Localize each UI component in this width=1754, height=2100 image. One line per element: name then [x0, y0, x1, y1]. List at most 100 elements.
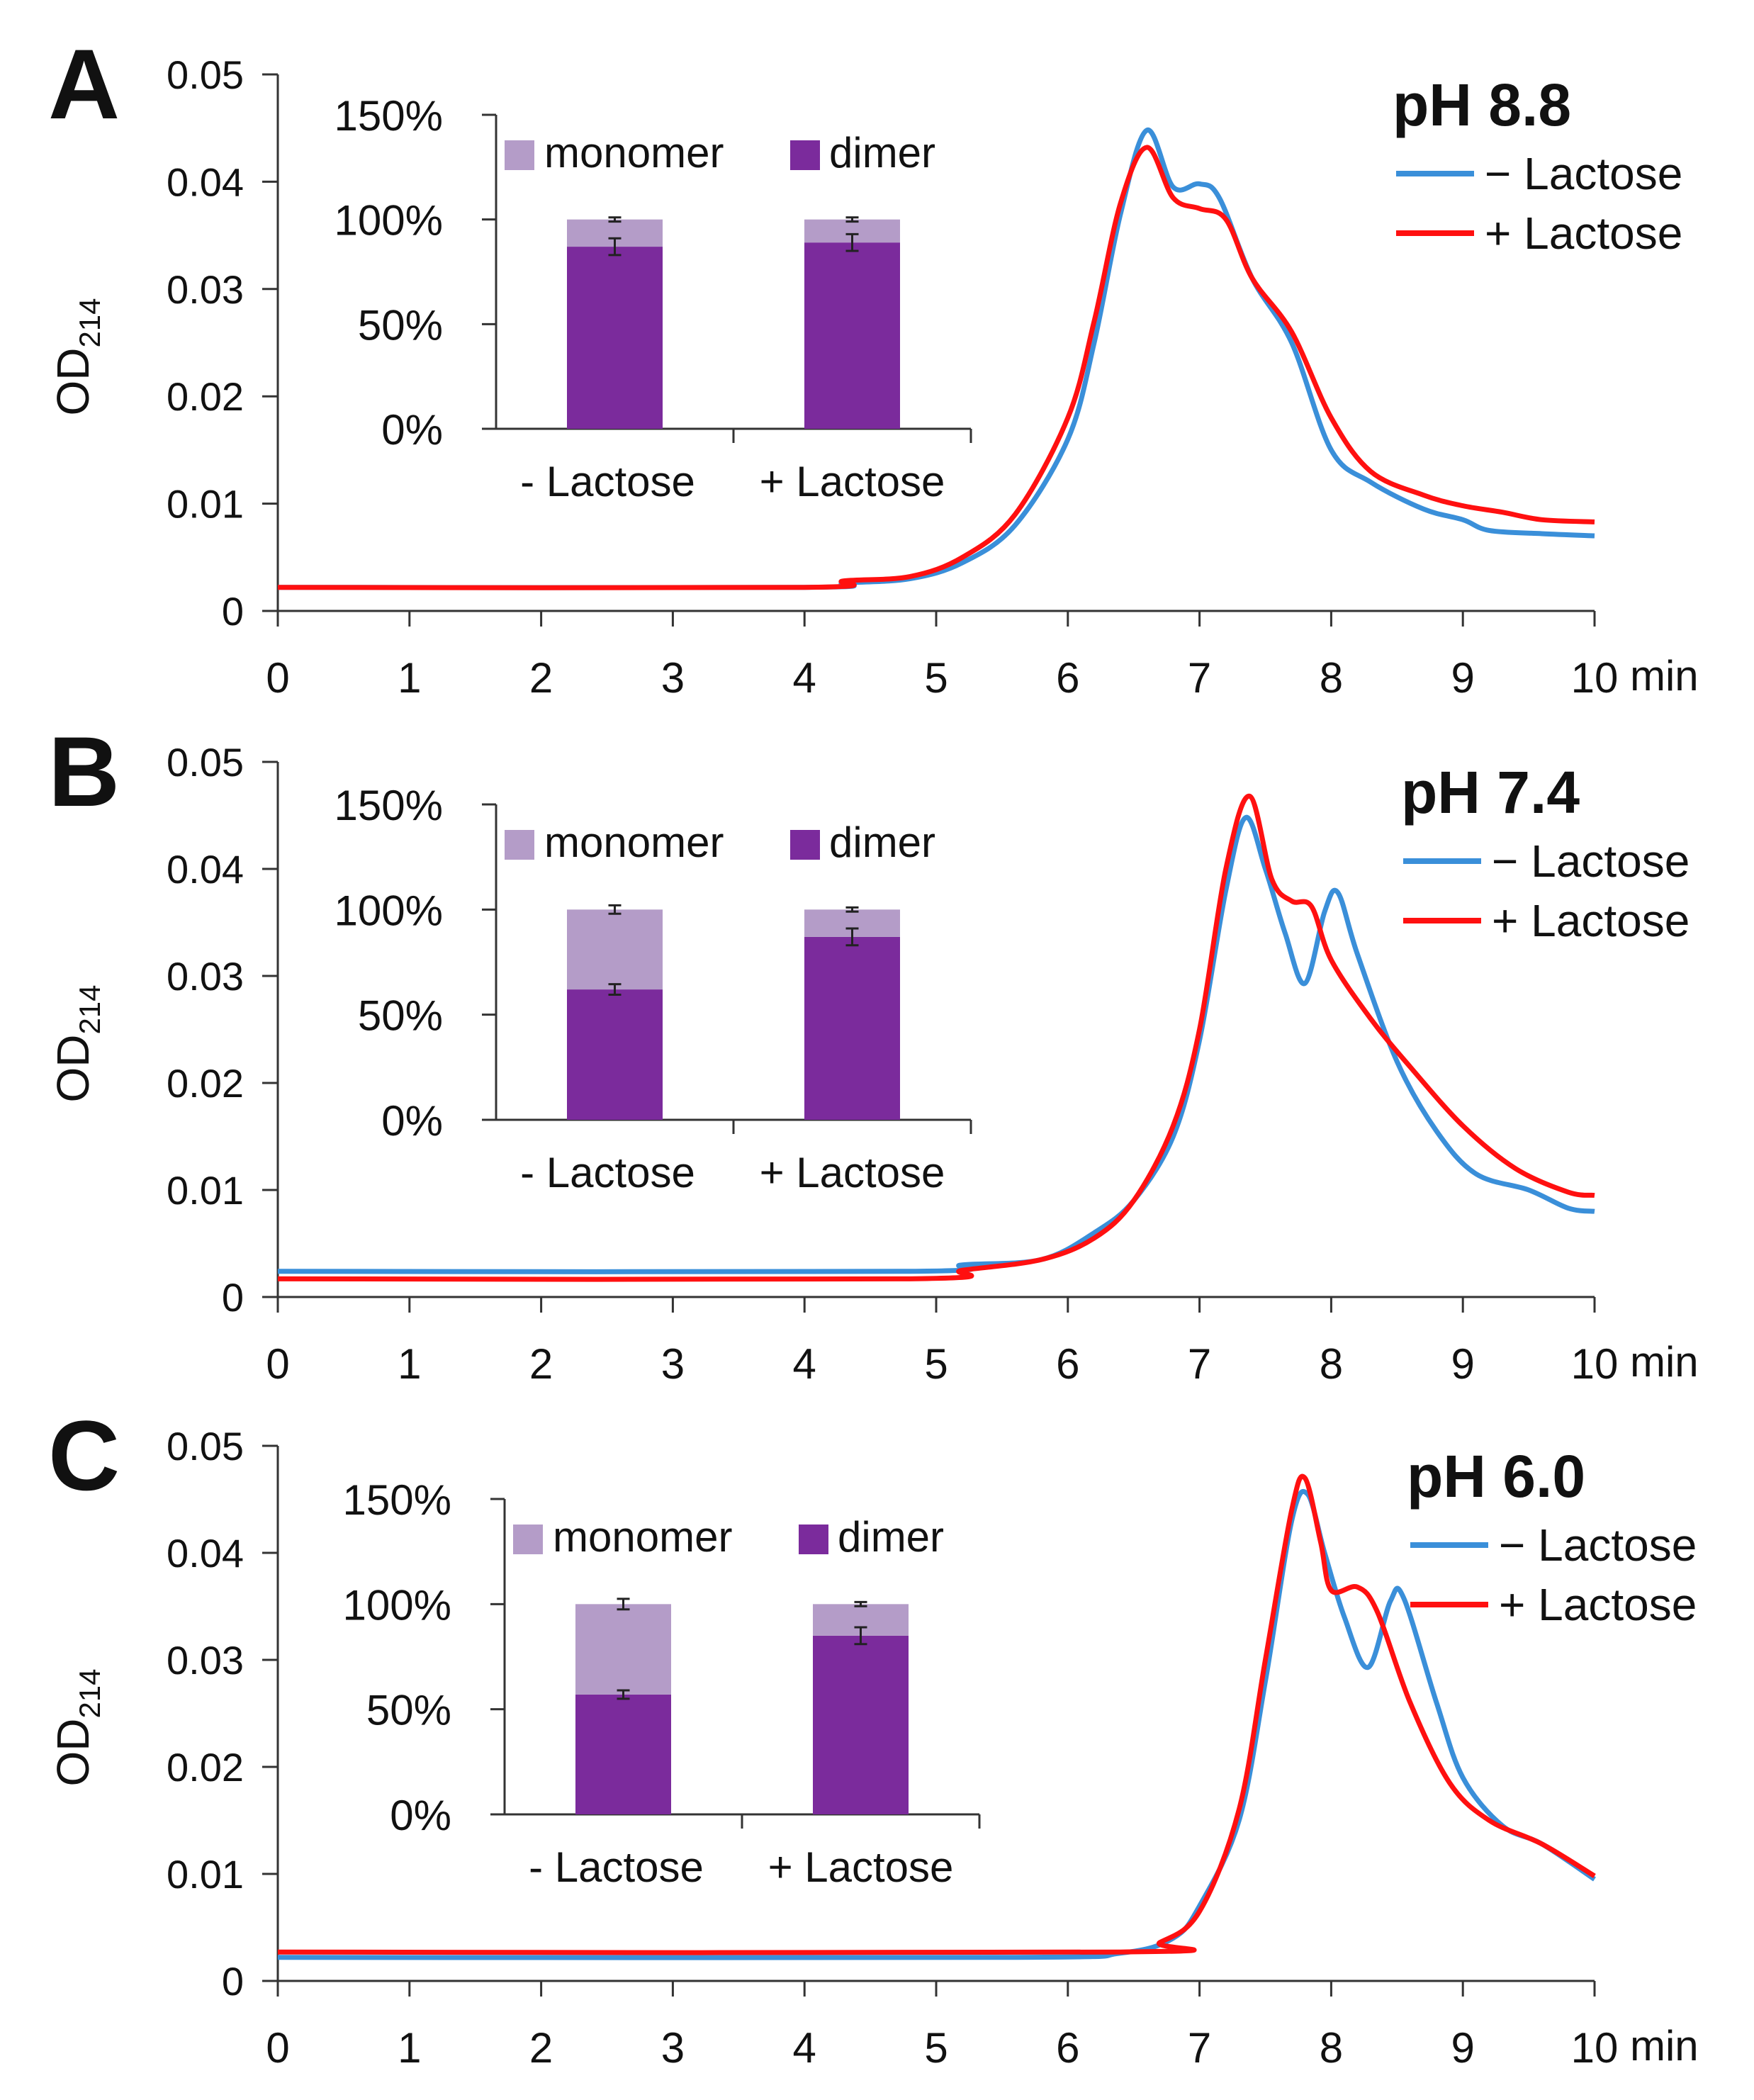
y-tick-label: 0.03: [167, 267, 244, 312]
x-tick-label: 6: [1056, 2024, 1079, 2072]
x-tick-label: 1: [398, 654, 421, 702]
x-axis-unit: min: [1630, 2022, 1699, 2070]
x-tick-label: 10: [1571, 654, 1619, 702]
x-tick-label: 8: [1320, 2024, 1343, 2072]
x-tick-label: 5: [924, 1340, 948, 1388]
inset-y-tick-label: 150%: [343, 1476, 451, 1524]
y-axis-label-subscript: 214: [73, 984, 106, 1034]
inset-y-tick-label: 50%: [358, 992, 443, 1040]
y-axis-label-main: OD: [47, 1719, 99, 1787]
y-tick-label: 0: [222, 589, 244, 634]
x-tick-label: 1: [398, 1340, 421, 1388]
inset-bar-dimer: [804, 242, 900, 429]
x-tick-label: 4: [793, 2024, 816, 2072]
y-tick-label: 0.04: [167, 159, 244, 204]
y-axis-label-main: OD: [47, 1035, 99, 1103]
x-tick-label: 6: [1056, 654, 1079, 702]
x-tick-label: 8: [1320, 1340, 1343, 1388]
panel-label: B: [48, 716, 120, 827]
legend-label: + Lactose: [1485, 208, 1682, 259]
inset-bar-dimer: [804, 936, 900, 1120]
inset-category-label: + Lactose: [760, 458, 945, 505]
inset-bar-dimer: [567, 247, 663, 429]
inset-legend-swatch-dimer: [799, 1525, 828, 1554]
x-tick-label: 2: [529, 2024, 553, 2072]
panel-title: pH 8.8: [1393, 72, 1571, 138]
inset-legend-label: dimer: [829, 129, 935, 176]
y-tick-label: 0.04: [167, 1531, 244, 1576]
inset-legend-label: monomer: [544, 819, 724, 866]
y-tick-label: 0: [222, 1959, 244, 2004]
inset-bar-monomer: [575, 1604, 671, 1695]
y-tick-label: 0.01: [167, 482, 244, 527]
y-axis-label: OD214: [47, 984, 106, 1102]
series-line-plus-lactose: [277, 145, 1595, 590]
legend-label: − Lactose: [1499, 1520, 1697, 1571]
inset-legend-swatch-dimer: [790, 140, 820, 170]
inset-y-tick-label: 50%: [358, 301, 443, 349]
inset-y-tick-label: 50%: [366, 1687, 451, 1734]
panel-label: A: [48, 28, 120, 140]
x-tick-label: 9: [1451, 2024, 1475, 2072]
inset-y-tick-label: 0%: [390, 1792, 451, 1839]
y-tick-label: 0.03: [167, 1638, 244, 1683]
inset-category-label: - Lactose: [520, 458, 695, 505]
x-tick-label: 10: [1571, 1340, 1619, 1388]
y-tick-label: 0.01: [167, 1852, 244, 1897]
panel-b: 0 0.01 0.02 0.03 0.04 0.05 0 1 2 3 4 5 6 7 8 9 10 min OD21…: [47, 716, 1699, 1388]
y-axis-label: OD214: [47, 1668, 106, 1786]
y-tick-label: 0.05: [167, 52, 244, 97]
x-tick-label: 9: [1451, 1340, 1475, 1388]
inset-category-label: - Lactose: [520, 1149, 695, 1196]
x-tick-label: 7: [1188, 2024, 1211, 2072]
panel-title: pH 7.4: [1401, 759, 1580, 826]
series-line-minus-lactose: [277, 815, 1595, 1274]
inset-legend-swatch-monomer: [505, 830, 534, 860]
x-tick-label: 6: [1056, 1340, 1079, 1388]
series-line-plus-lactose: [277, 793, 1595, 1282]
y-tick-label: 0.02: [167, 374, 244, 419]
x-tick-label: 0: [266, 1340, 289, 1388]
inset-bar-monomer: [567, 909, 663, 990]
series-line-minus-lactose: [277, 1489, 1596, 1960]
x-tick-label: 3: [661, 2024, 685, 2072]
inset-bar-dimer: [813, 1635, 909, 1814]
legend-label: + Lactose: [1492, 895, 1690, 946]
inset-legend-swatch-monomer: [505, 140, 534, 170]
x-tick-label: 2: [529, 1340, 553, 1388]
x-axis-unit: min: [1630, 652, 1699, 700]
x-tick-label: 3: [661, 654, 685, 702]
inset-legend-label: dimer: [829, 819, 935, 866]
x-tick-label: 3: [661, 1340, 685, 1388]
x-tick-label: 0: [266, 2024, 289, 2072]
inset-category-label: + Lactose: [768, 1843, 954, 1891]
legend-label: − Lactose: [1485, 148, 1682, 199]
y-axis-label-subscript: 214: [73, 1668, 106, 1718]
series-line-minus-lactose: [277, 128, 1595, 590]
x-tick-label: 8: [1320, 654, 1343, 702]
panel-label: C: [48, 1400, 120, 1511]
x-tick-label: 10: [1571, 2024, 1619, 2072]
panel-c: 0 0.01 0.02 0.03 0.04 0.05 0 1 2 3 4 5 6 7 8 9 10 min OD21…: [47, 1400, 1699, 2072]
legend-label: + Lactose: [1499, 1579, 1697, 1630]
inset-legend-label: dimer: [838, 1513, 944, 1561]
inset-y-tick-label: 100%: [343, 1581, 451, 1629]
y-tick-label: 0.04: [167, 847, 244, 892]
panel-a: 0 0.01 0.02 0.03 0.04 0.05 0 1 2 3 4 5 6 7 8 9 10 min OD21…: [47, 28, 1699, 702]
series-line-plus-lactose: [277, 1473, 1596, 1955]
x-tick-label: 7: [1188, 1340, 1211, 1388]
inset-y-tick-label: 150%: [335, 782, 443, 829]
y-tick-label: 0.03: [167, 954, 244, 999]
x-tick-label: 9: [1451, 654, 1475, 702]
y-tick-label: 0.05: [167, 1424, 244, 1469]
x-tick-label: 5: [924, 2024, 948, 2072]
inset-category-label: - Lactose: [529, 1843, 704, 1891]
inset-legend-label: monomer: [544, 129, 724, 176]
inset-chart: 0% 50% 100% 150% monomer dimer - Lactose + Lact…: [335, 782, 972, 1196]
panel-title: pH 6.0: [1407, 1443, 1585, 1510]
x-tick-label: 7: [1188, 654, 1211, 702]
inset-y-tick-label: 0%: [381, 406, 443, 454]
inset-chart: 0% 50% 100% 150% monomer dimer - Lactose + Lact…: [335, 92, 972, 505]
inset-legend-swatch-dimer: [790, 830, 820, 860]
